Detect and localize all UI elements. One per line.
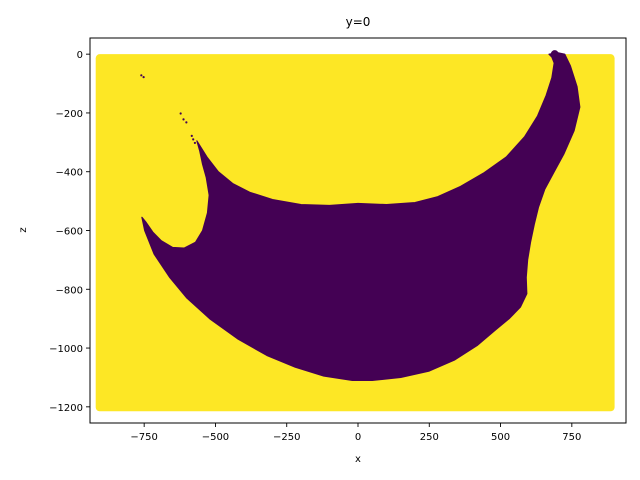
x-axis: −750 −500 −250 0 250 500 750 xyxy=(130,423,581,443)
series-purple-region xyxy=(141,52,581,381)
series-purple-point xyxy=(179,112,182,115)
series-purple-point xyxy=(140,74,143,77)
chart-title: y=0 xyxy=(346,15,371,29)
y-tick-label: −800 xyxy=(56,285,83,296)
y-axis-label: z xyxy=(18,227,29,232)
x-tick-label: 750 xyxy=(562,432,581,443)
x-axis-label: x xyxy=(355,454,361,465)
y-tick-label: −200 xyxy=(56,109,83,120)
y-tick-label: −1000 xyxy=(49,344,83,355)
y-axis: 0 −200 −400 −600 −800 −1000 −1200 xyxy=(49,50,90,414)
series-purple-point xyxy=(185,121,188,124)
x-tick-label: 500 xyxy=(491,432,510,443)
x-tick-label: −500 xyxy=(202,432,229,443)
x-tick-label: −750 xyxy=(130,432,157,443)
series-purple-point xyxy=(192,138,195,141)
y-tick-label: 0 xyxy=(77,50,83,61)
series-purple-point xyxy=(182,118,185,121)
y-tick-label: −400 xyxy=(56,168,83,179)
y-tick-label: −1200 xyxy=(49,403,83,414)
x-tick-label: 250 xyxy=(420,432,439,443)
series-layer xyxy=(95,50,615,412)
y-tick-label: −600 xyxy=(56,227,83,238)
x-tick-label: −250 xyxy=(273,432,300,443)
series-purple-point xyxy=(190,134,193,137)
series-purple-cap xyxy=(550,50,559,59)
series-purple-point xyxy=(142,75,145,79)
x-tick-label: 0 xyxy=(355,432,361,443)
series-purple-point xyxy=(193,141,197,145)
